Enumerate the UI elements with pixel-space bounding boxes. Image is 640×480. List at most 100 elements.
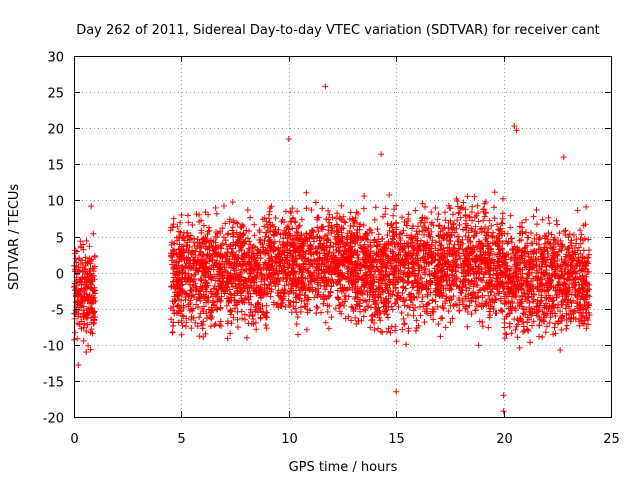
x-tick-label: 0 [70,432,78,447]
data-point [418,275,425,282]
data-point [386,191,393,198]
data-point [338,202,345,209]
data-point [521,327,528,334]
data-point [283,275,290,282]
y-tick-label: -5 [51,304,64,319]
data-point [262,233,269,240]
data-point [488,288,495,295]
data-point [92,313,99,320]
data-point [399,326,406,333]
data-point [514,334,521,341]
data-point [91,294,98,301]
data-point [204,315,211,322]
data-point [419,298,426,305]
data-point [236,247,243,254]
data-point [464,193,471,200]
x-axis-label: GPS time / hours [289,460,398,475]
data-point-outlier [322,83,329,90]
data-point [413,228,420,235]
data-point [229,283,236,290]
data-point [478,225,485,232]
data-point [312,199,319,206]
data-point [263,325,270,332]
data-point [393,338,400,345]
data-point [179,312,186,319]
data-point [434,216,441,223]
data-point [335,295,342,302]
data-point [480,217,487,224]
data-point [375,231,382,238]
data-point [578,231,585,238]
data-point [347,209,354,216]
data-point [536,333,543,340]
chart-title: Day 262 of 2011, Sidereal Day-to-day VTE… [76,23,600,38]
data-point [217,322,224,329]
data-point [466,213,473,220]
data-point [475,218,482,225]
data-point [72,266,79,273]
data-point [82,259,89,266]
data-point [410,307,417,314]
data-point-outlier [378,151,385,158]
data-point [86,255,93,262]
data-point [87,346,94,353]
data-point [442,209,449,216]
y-tick-label: -10 [43,340,64,355]
data-point [412,207,419,214]
data-point [234,324,241,331]
y-tick-label: -20 [43,412,64,427]
data-point [409,284,416,291]
data-point [499,210,506,217]
data-point [72,293,79,300]
data-point [468,209,475,216]
data-point [220,203,227,210]
data-point [80,337,87,344]
data-point [325,325,332,332]
data-point [189,221,196,228]
data-point [307,242,314,249]
data-point [178,331,185,338]
x-tick-label: 10 [281,432,298,447]
data-point [511,316,518,323]
data-point [294,229,301,236]
data-point [211,322,218,329]
data-point [583,203,590,210]
data-point [542,329,549,336]
data-point [368,317,375,324]
data-point [494,221,501,228]
data-point [202,209,209,216]
data-point [345,293,352,300]
data-point [229,227,236,234]
data-point [472,307,479,314]
data-point [83,328,90,335]
data-point [88,306,95,313]
data-point [80,324,87,331]
data-point [247,214,254,221]
y-tick-label: 5 [56,232,64,247]
data-point [175,228,182,235]
data-point [403,341,410,348]
data-point [84,312,91,319]
data-point [516,344,523,351]
data-point [77,261,84,268]
data-point [303,189,310,196]
data-point [474,202,481,209]
data-point [322,319,329,326]
data-point [311,294,318,301]
data-point [240,239,247,246]
data-point [314,304,321,311]
data-point [223,241,230,248]
data-point [534,221,541,228]
data-point [259,216,266,223]
data-point [432,204,439,211]
data-point [266,208,273,215]
data-point [353,209,360,216]
data-point [371,320,378,327]
data-point [361,193,368,200]
data-point [74,335,81,342]
data-point [580,247,587,254]
data-point [577,227,584,234]
data-point [557,346,564,353]
data-point [174,223,181,230]
data-point [546,220,553,227]
